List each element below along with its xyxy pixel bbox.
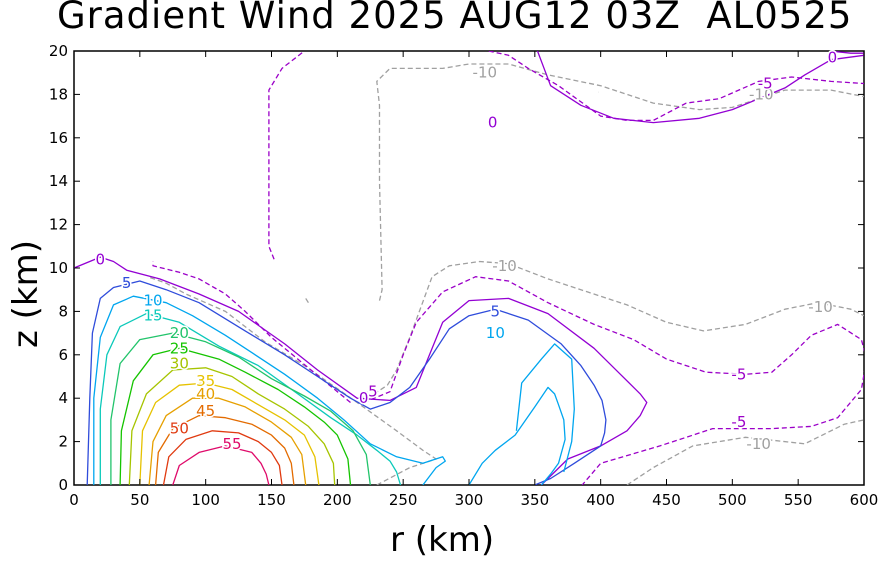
contour-line-50 <box>162 430 283 485</box>
contour-label--10: -10 <box>492 257 517 275</box>
y-tick-label: 8 <box>58 302 68 320</box>
contour-line-0 <box>829 51 864 54</box>
contour-line-10 <box>93 295 446 485</box>
contour-line-0 <box>74 256 648 485</box>
contour-line--5 <box>152 261 351 404</box>
y-tick-label: 4 <box>58 389 68 407</box>
contour-label--10: -10 <box>808 298 833 316</box>
contour-line-10 <box>515 343 575 473</box>
contour-label--10: -10 <box>473 64 498 82</box>
contour-label-20: 20 <box>170 324 189 342</box>
contour-label--5: -5 <box>758 75 773 93</box>
contour-label--5: -5 <box>731 413 746 431</box>
x-axis-label: r (km) <box>390 520 495 560</box>
contour-line--5 <box>488 51 864 122</box>
y-tick-label: 2 <box>58 433 68 451</box>
contour-line-5 <box>86 280 607 485</box>
contour-label-5: 5 <box>491 302 501 320</box>
x-tick-label: 450 <box>652 491 681 509</box>
x-tick-label: 0 <box>69 491 79 509</box>
contour-label-0: 0 <box>96 250 106 268</box>
contour-line-30 <box>128 367 336 485</box>
contour-line--10 <box>626 419 864 485</box>
contour-line-25 <box>119 347 352 485</box>
x-tick-label: 50 <box>130 491 149 509</box>
x-tick-label: 100 <box>191 491 220 509</box>
contour-label-0: 0 <box>359 389 369 407</box>
contour-label-0: 0 <box>828 49 838 67</box>
contour-labels: -10-10-10-10-10-5-5-5-500005510101520253… <box>94 47 839 454</box>
contour-label--10: -10 <box>746 435 771 453</box>
contour-label-35: 35 <box>196 372 215 390</box>
contour-line-45 <box>154 414 295 485</box>
contour-line--10 <box>376 63 864 301</box>
contour-label--5: -5 <box>731 365 746 383</box>
y-tick-label: 20 <box>49 42 68 60</box>
contour-label-5: 5 <box>122 274 132 292</box>
y-tick-label: 18 <box>49 85 68 103</box>
contour-label-0: 0 <box>488 114 498 132</box>
contour-line--5 <box>268 51 305 260</box>
x-tick-label: 550 <box>784 491 813 509</box>
x-tick-label: 250 <box>389 491 418 509</box>
contour-line-15 <box>99 312 402 485</box>
x-tick-label: 400 <box>586 491 615 509</box>
contour-label-15: 15 <box>143 307 162 325</box>
contour-label-45: 45 <box>196 402 215 420</box>
x-tick-label: 150 <box>257 491 286 509</box>
contour-label-10: 10 <box>143 292 162 310</box>
y-tick-label: 12 <box>49 216 68 234</box>
chart-title: Gradient Wind 2025 AUG12 03Z AL0525 <box>57 0 853 37</box>
contour-line-10 <box>468 386 566 485</box>
y-tick-label: 0 <box>58 476 68 494</box>
axis-ticks: 0 50 100 150 200 250 300 350 400 450 500 550 6000246… <box>49 42 878 509</box>
contour-label--5: -5 <box>363 383 378 401</box>
y-tick-label: 16 <box>49 129 68 147</box>
y-tick-label: 10 <box>49 259 68 277</box>
contour-line--10 <box>358 260 864 399</box>
contour-line--10 <box>147 276 437 485</box>
contour-line-40 <box>148 397 307 485</box>
y-tick-label: 6 <box>58 346 68 364</box>
contour-line-35 <box>139 382 320 485</box>
contour-label--10: -10 <box>749 85 774 103</box>
contour-label-25: 25 <box>170 339 189 357</box>
x-tick-label: 200 <box>323 491 352 509</box>
x-tick-label: 600 <box>850 491 879 509</box>
x-tick-label: 500 <box>718 491 747 509</box>
contour-line--5 <box>363 276 864 404</box>
contour-lines <box>74 51 864 485</box>
contour-label-50: 50 <box>170 420 189 438</box>
contour-label-30: 30 <box>170 354 189 372</box>
y-axis-label: z (km) <box>6 240 46 348</box>
contour-label-55: 55 <box>222 435 241 453</box>
x-tick-label: 350 <box>521 491 550 509</box>
contour-line-55 <box>172 445 270 485</box>
y-tick-label: 14 <box>49 172 68 190</box>
contour-line--10 <box>305 298 309 304</box>
contour-line-0 <box>536 51 864 124</box>
x-tick-label: 300 <box>455 491 484 509</box>
contour-line-20 <box>110 332 371 485</box>
contour-label-40: 40 <box>196 385 215 403</box>
contour-label-10: 10 <box>486 324 505 342</box>
